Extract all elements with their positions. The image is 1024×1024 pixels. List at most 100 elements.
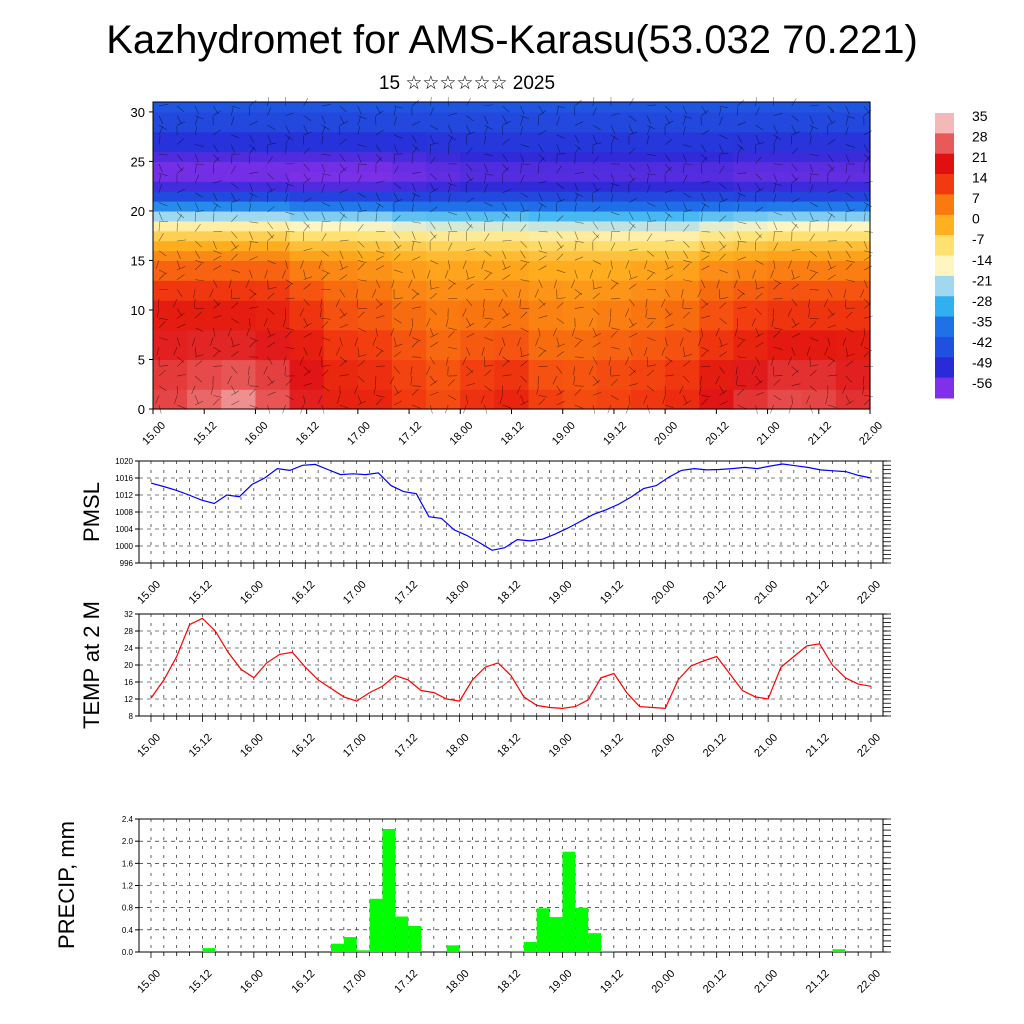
wind-barb bbox=[174, 395, 178, 405]
wind-barb bbox=[321, 153, 331, 156]
wind-barb bbox=[538, 315, 548, 319]
wind-barb bbox=[628, 197, 638, 203]
wind-barb bbox=[628, 131, 638, 136]
wind-barb bbox=[448, 379, 455, 386]
wind-barb bbox=[335, 298, 341, 308]
wind-barb bbox=[592, 107, 597, 116]
wind-barb bbox=[701, 212, 703, 222]
wind-barb bbox=[791, 125, 797, 134]
wind-barb bbox=[592, 356, 598, 365]
wind-barb bbox=[231, 134, 240, 139]
wind-barb bbox=[339, 265, 349, 271]
precip-bar bbox=[575, 907, 589, 952]
wind-barb bbox=[194, 223, 201, 232]
wind-barb bbox=[773, 242, 779, 251]
wind-barb bbox=[375, 302, 384, 309]
temperature-cell bbox=[289, 111, 325, 133]
wind-barb bbox=[194, 360, 203, 367]
wind-barb bbox=[827, 202, 833, 211]
temperature-cell bbox=[187, 161, 222, 172]
wind-barb bbox=[664, 360, 672, 367]
wind-barb bbox=[194, 105, 199, 115]
x-tick-label: 16.00 bbox=[238, 732, 266, 760]
temperature-cell bbox=[392, 191, 427, 202]
temperature-cell bbox=[631, 220, 666, 232]
wind-barb bbox=[447, 193, 451, 203]
wind-barb bbox=[664, 337, 668, 347]
y-axis-label: TEMP at 2 M bbox=[79, 601, 104, 729]
wind-barb bbox=[719, 192, 724, 201]
wind-barb bbox=[538, 265, 547, 271]
wind-barb bbox=[336, 347, 341, 356]
x-tick-label: 21.00 bbox=[752, 732, 780, 760]
temperature-cell bbox=[323, 181, 359, 192]
wind-barb bbox=[482, 298, 485, 308]
wind-barb bbox=[628, 221, 636, 229]
temperature-cell bbox=[289, 260, 325, 281]
wind-barb bbox=[610, 242, 616, 251]
wind-barb bbox=[808, 298, 811, 308]
wind-barb bbox=[737, 241, 740, 251]
wind-barb bbox=[466, 163, 473, 171]
temperature-cell bbox=[392, 161, 427, 172]
wind-barb bbox=[628, 125, 634, 134]
temperature-cell bbox=[699, 181, 735, 192]
precip-bar bbox=[408, 925, 421, 952]
temperature-cell bbox=[733, 111, 769, 133]
wind-barb bbox=[538, 202, 547, 208]
x-tick-label: 19.12 bbox=[598, 732, 626, 760]
wind-barb bbox=[484, 104, 494, 107]
wind-barb bbox=[448, 211, 457, 216]
wind-barb bbox=[502, 239, 512, 242]
temperature-cell bbox=[665, 191, 700, 202]
wind-barb bbox=[466, 333, 475, 338]
temperature-cell bbox=[392, 210, 427, 222]
wind-barb bbox=[553, 279, 557, 289]
wind-barb bbox=[375, 192, 381, 202]
x-tick-label: 20.00 bbox=[649, 579, 677, 607]
wind-barb bbox=[628, 147, 636, 155]
wind-barb bbox=[827, 289, 833, 298]
temperature-cell bbox=[153, 210, 188, 222]
temperature-cell bbox=[631, 210, 666, 222]
wind-barb bbox=[665, 120, 674, 126]
wind-barb bbox=[411, 318, 413, 328]
wind-barb bbox=[841, 385, 847, 395]
wind-barb bbox=[283, 356, 286, 366]
wind-barb bbox=[538, 302, 546, 309]
wind-barb bbox=[448, 297, 458, 300]
x-tick-label: 19.00 bbox=[550, 420, 578, 448]
temperature-cell bbox=[426, 260, 461, 281]
wind-barb bbox=[393, 400, 403, 406]
wind-barb bbox=[624, 308, 630, 317]
wind-barb bbox=[429, 292, 438, 300]
wind-barb bbox=[502, 167, 510, 174]
wind-barb bbox=[354, 337, 359, 347]
wind-barb bbox=[646, 211, 651, 221]
temperature-cell bbox=[187, 260, 222, 281]
y-tick-label: 5 bbox=[138, 352, 145, 367]
temperature-cell bbox=[801, 191, 837, 202]
wind-barb bbox=[556, 385, 562, 394]
wind-barb bbox=[357, 360, 365, 367]
wind-barb bbox=[429, 234, 437, 242]
wind-barb bbox=[770, 269, 774, 279]
wind-barb bbox=[321, 163, 326, 173]
temp-series-line bbox=[150, 617, 872, 710]
temperature-cell bbox=[631, 151, 666, 163]
wind-barb bbox=[194, 311, 202, 319]
colorbar-label: -14 bbox=[972, 252, 992, 268]
precip-bar bbox=[536, 908, 550, 952]
wind-barb bbox=[411, 183, 416, 192]
wind-barb bbox=[447, 173, 452, 182]
temperature-cell bbox=[460, 111, 496, 133]
temperature-cell bbox=[801, 280, 837, 301]
wind-barb bbox=[303, 298, 310, 306]
wind-barb bbox=[357, 209, 367, 213]
temperature-cell bbox=[392, 102, 427, 113]
wind-barb bbox=[321, 126, 326, 136]
temperature-cell bbox=[426, 329, 461, 361]
wind-barb bbox=[556, 153, 566, 155]
wind-barb bbox=[664, 115, 670, 124]
wind-barb bbox=[285, 330, 293, 338]
